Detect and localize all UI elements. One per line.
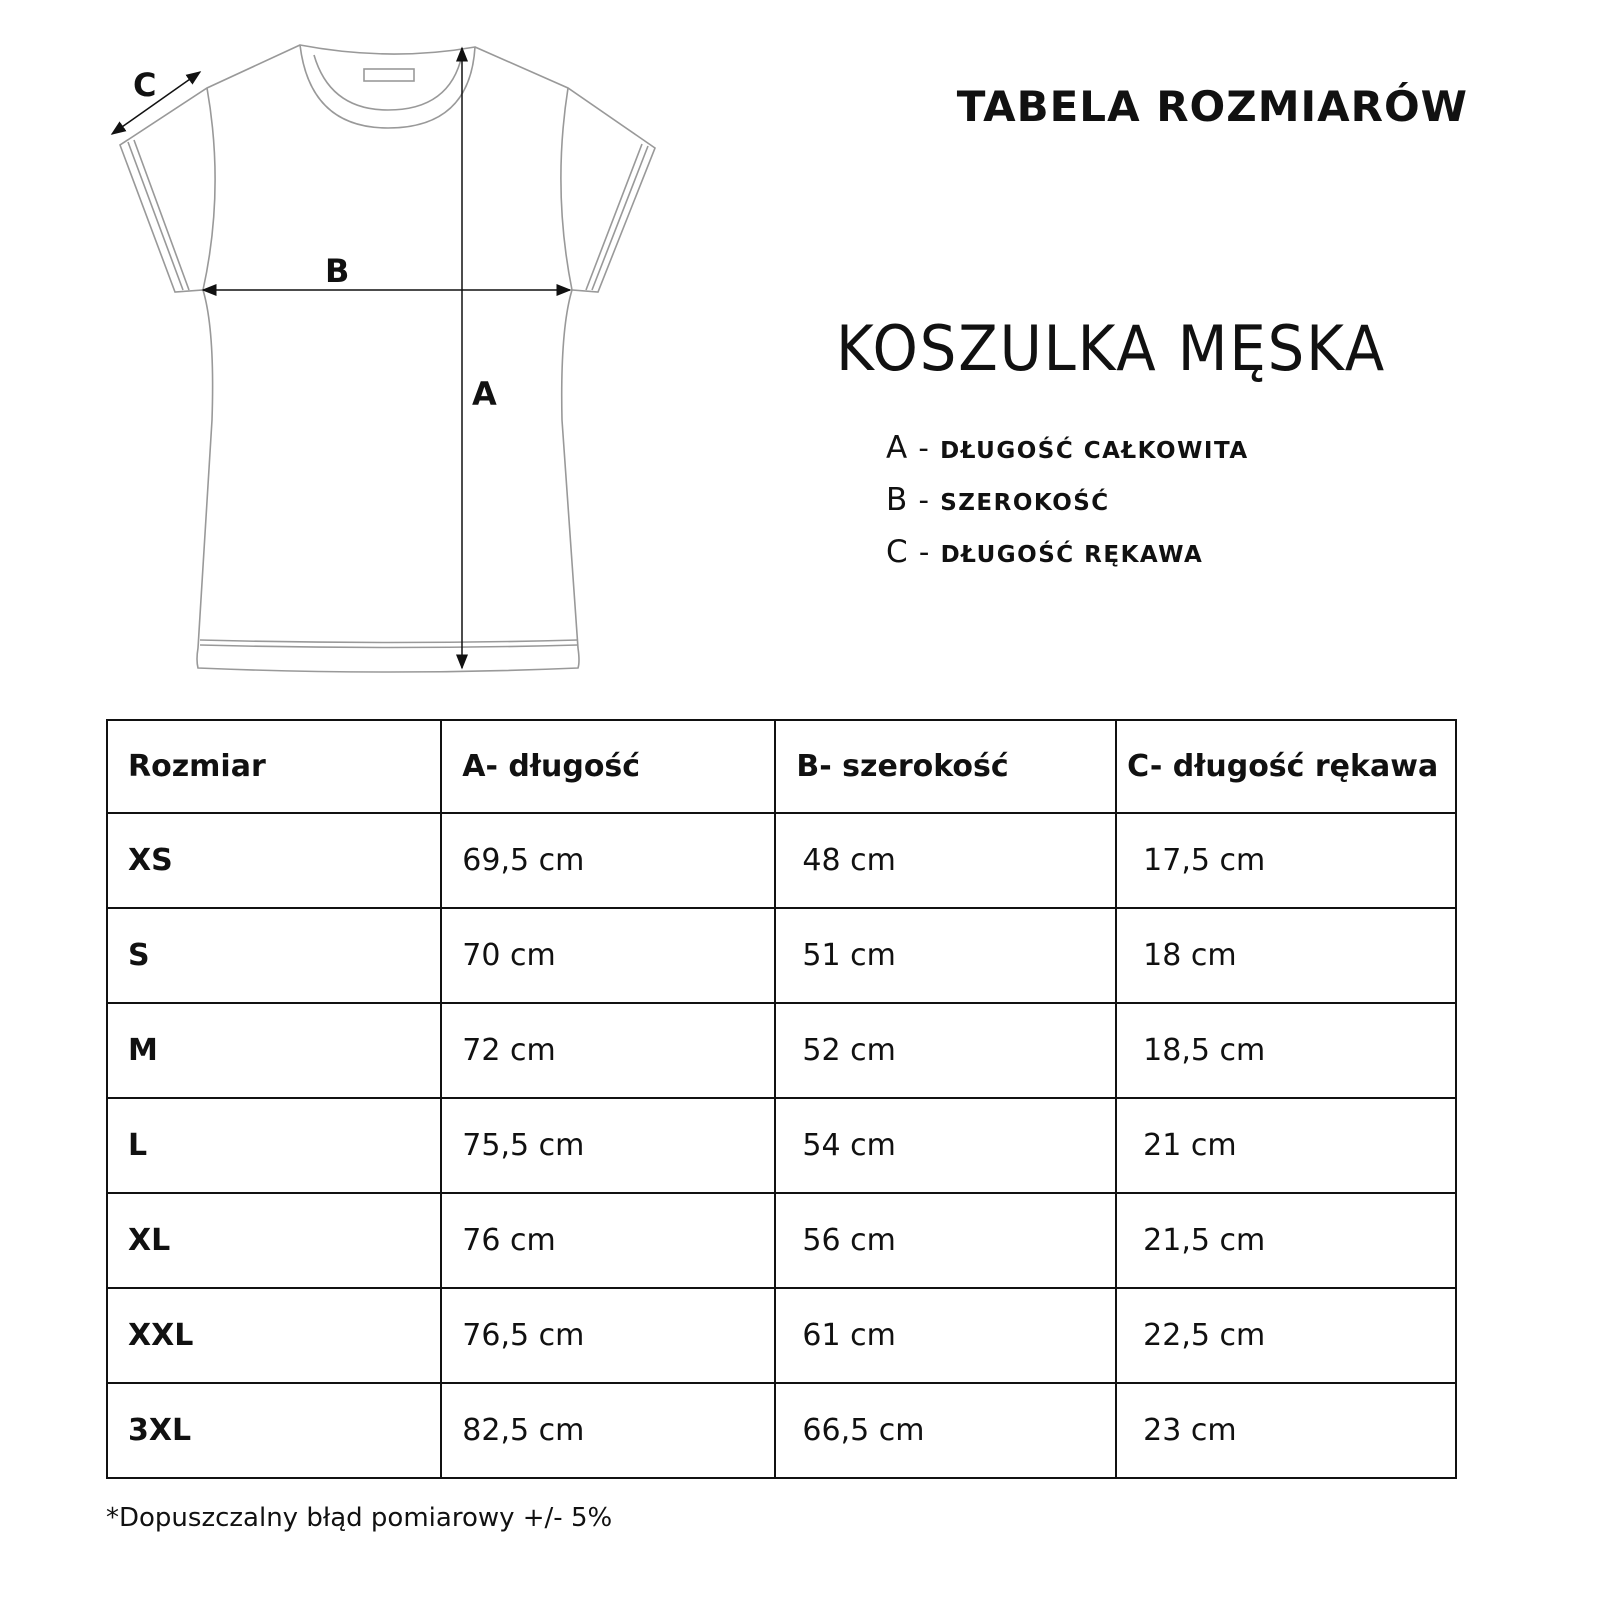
- legend-key: C: [886, 534, 909, 570]
- header-width: B- szerokość: [774, 719, 1118, 814]
- measure-c-arrow: [110, 71, 202, 135]
- legend-key: B: [886, 482, 909, 518]
- cell-length: 75,5 cm: [440, 1097, 777, 1194]
- cell-width: 66,5 cm: [774, 1382, 1118, 1479]
- label-a: A: [472, 375, 497, 413]
- cell-size: XL: [105, 1192, 443, 1289]
- table-row: 3XL 82,5 cm 66,5 cm 23 cm: [105, 1382, 1457, 1479]
- cell-size: XXL: [105, 1287, 443, 1384]
- cell-sleeve: 17,5 cm: [1115, 812, 1457, 909]
- header-sleeve: C- długość rękawa: [1115, 719, 1457, 814]
- cell-size: M: [105, 1002, 443, 1099]
- cell-sleeve: 21,5 cm: [1115, 1192, 1457, 1289]
- tshirt-outline: [119, 44, 656, 673]
- legend-item-b: B - SZEROKOŚĆ: [886, 482, 1110, 518]
- table-row: L 75,5 cm 54 cm 21 cm: [105, 1097, 1457, 1194]
- legend-item-c: C - DŁUGOŚĆ RĘKAWA: [886, 534, 1204, 570]
- header-size: Rozmiar: [105, 719, 443, 814]
- cell-length: 76,5 cm: [440, 1287, 777, 1384]
- cell-sleeve: 18,5 cm: [1115, 1002, 1457, 1099]
- cell-size: XS: [105, 812, 443, 909]
- legend-text: DŁUGOŚĆ CAŁKOWITA: [940, 438, 1249, 464]
- legend-item-a: A - DŁUGOŚĆ CAŁKOWITA: [886, 430, 1249, 466]
- cell-width: 51 cm: [774, 907, 1118, 1004]
- table-row: M 72 cm 52 cm 18,5 cm: [105, 1002, 1457, 1099]
- cell-length: 72 cm: [440, 1002, 777, 1099]
- cell-length: 70 cm: [440, 907, 777, 1004]
- cell-sleeve: 18 cm: [1115, 907, 1457, 1004]
- size-table: Rozmiar A- długość B- szerokość C- długo…: [105, 719, 1457, 1479]
- table-row: XS 69,5 cm 48 cm 17,5 cm: [105, 812, 1457, 909]
- cell-size: S: [105, 907, 443, 1004]
- cell-size: 3XL: [105, 1382, 443, 1479]
- cell-sleeve: 23 cm: [1115, 1382, 1457, 1479]
- label-b: B: [325, 252, 350, 290]
- cell-length: 76 cm: [440, 1192, 777, 1289]
- cell-width: 61 cm: [774, 1287, 1118, 1384]
- cell-sleeve: 21 cm: [1115, 1097, 1457, 1194]
- table-row: XL 76 cm 56 cm 21,5 cm: [105, 1192, 1457, 1289]
- cell-width: 56 cm: [774, 1192, 1118, 1289]
- cell-width: 52 cm: [774, 1002, 1118, 1099]
- table-row: S 70 cm 51 cm 18 cm: [105, 907, 1457, 1004]
- table-header-row: Rozmiar A- długość B- szerokość C- długo…: [105, 719, 1457, 814]
- page-title: TABELA ROZMIARÓW: [956, 82, 1468, 131]
- cell-width: 48 cm: [774, 812, 1118, 909]
- legend-text: SZEROKOŚĆ: [940, 490, 1110, 516]
- legend-key: A: [886, 430, 909, 466]
- tshirt-diagram: [110, 44, 656, 673]
- cell-width: 54 cm: [774, 1097, 1118, 1194]
- cell-size: L: [105, 1097, 443, 1194]
- table-row: XXL 76,5 cm 61 cm 22,5 cm: [105, 1287, 1457, 1384]
- cell-sleeve: 22,5 cm: [1115, 1287, 1457, 1384]
- header-length: A- długość: [440, 719, 777, 814]
- legend-text: DŁUGOŚĆ RĘKAWA: [940, 542, 1204, 568]
- label-c: C: [133, 66, 157, 104]
- cell-length: 82,5 cm: [440, 1382, 777, 1479]
- cell-length: 69,5 cm: [440, 812, 777, 909]
- measurement-note: *Dopuszczalny błąd pomiarowy +/- 5%: [106, 1503, 613, 1533]
- product-subtitle: KOSZULKA MĘSKA: [836, 312, 1387, 385]
